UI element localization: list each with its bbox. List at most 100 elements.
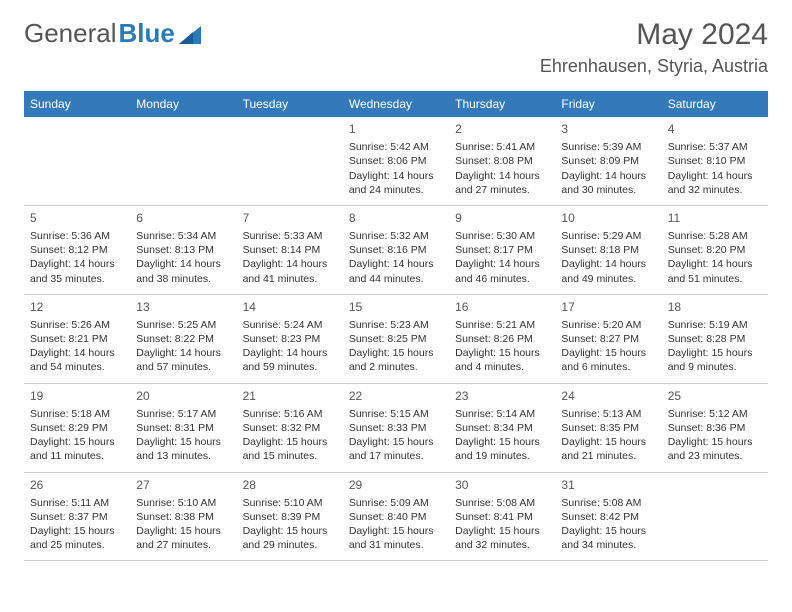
logo: GeneralBlue [24,18,201,49]
day-number: 3 [561,121,655,137]
day-info-line: Sunrise: 5:42 AM [349,140,443,154]
day-info-line: Sunrise: 5:21 AM [455,318,549,332]
day-info-line: Daylight: 14 hours [136,257,230,271]
day-info-line: Sunset: 8:21 PM [30,332,124,346]
day-info-line: Daylight: 15 hours [136,435,230,449]
day-info-line: Sunset: 8:32 PM [243,421,337,435]
day-number: 23 [455,388,549,404]
title-month: May 2024 [540,18,768,52]
calendar-day-cell: 22Sunrise: 5:15 AMSunset: 8:33 PMDayligh… [343,383,449,472]
day-info-line: Sunrise: 5:16 AM [243,407,337,421]
day-info-line: and 29 minutes. [243,538,337,552]
day-info-line: Sunrise: 5:30 AM [455,229,549,243]
day-number: 26 [30,477,124,493]
day-info-line: Daylight: 14 hours [668,169,762,183]
calendar-day-cell: 8Sunrise: 5:32 AMSunset: 8:16 PMDaylight… [343,205,449,294]
calendar-day-cell: 15Sunrise: 5:23 AMSunset: 8:25 PMDayligh… [343,294,449,383]
day-info-line: Sunrise: 5:20 AM [561,318,655,332]
calendar-day-cell: 14Sunrise: 5:24 AMSunset: 8:23 PMDayligh… [237,294,343,383]
day-info-line: and 27 minutes. [455,183,549,197]
day-info-line: Sunrise: 5:14 AM [455,407,549,421]
day-header-row: SundayMondayTuesdayWednesdayThursdayFrid… [24,91,768,117]
day-info-line: Daylight: 15 hours [243,524,337,538]
day-info-line: Sunrise: 5:09 AM [349,496,443,510]
day-number: 19 [30,388,124,404]
day-number: 27 [136,477,230,493]
day-number: 14 [243,299,337,315]
calendar-day-cell [237,117,343,205]
calendar-day-cell: 30Sunrise: 5:08 AMSunset: 8:41 PMDayligh… [449,472,555,561]
day-info-line: and 9 minutes. [668,360,762,374]
calendar-day-cell [662,472,768,561]
day-info-line: Daylight: 14 hours [349,169,443,183]
calendar-day-cell: 1Sunrise: 5:42 AMSunset: 8:06 PMDaylight… [343,117,449,205]
day-info-line: and 32 minutes. [668,183,762,197]
calendar-day-cell: 31Sunrise: 5:08 AMSunset: 8:42 PMDayligh… [555,472,661,561]
day-info-line: Sunset: 8:37 PM [30,510,124,524]
day-info-line: Daylight: 14 hours [30,257,124,271]
day-info-line: Daylight: 15 hours [561,346,655,360]
day-info-line: Daylight: 14 hours [561,169,655,183]
day-number: 11 [668,210,762,226]
day-header: Saturday [662,91,768,117]
day-info-line: Sunrise: 5:28 AM [668,229,762,243]
day-number: 7 [243,210,337,226]
calendar-day-cell: 3Sunrise: 5:39 AMSunset: 8:09 PMDaylight… [555,117,661,205]
title-location: Ehrenhausen, Styria, Austria [540,56,768,77]
day-info-line: and 31 minutes. [349,538,443,552]
day-info-line: Daylight: 14 hours [349,257,443,271]
day-info-line: and 44 minutes. [349,272,443,286]
calendar-day-cell: 2Sunrise: 5:41 AMSunset: 8:08 PMDaylight… [449,117,555,205]
day-info-line: and 54 minutes. [30,360,124,374]
day-info-line: and 4 minutes. [455,360,549,374]
calendar-day-cell: 20Sunrise: 5:17 AMSunset: 8:31 PMDayligh… [130,383,236,472]
day-number: 24 [561,388,655,404]
day-info-line: Sunrise: 5:26 AM [30,318,124,332]
day-info-line: and 27 minutes. [136,538,230,552]
calendar-week-row: 1Sunrise: 5:42 AMSunset: 8:06 PMDaylight… [24,117,768,205]
day-header: Sunday [24,91,130,117]
day-info-line: Sunrise: 5:41 AM [455,140,549,154]
day-number: 4 [668,121,762,137]
day-number: 10 [561,210,655,226]
calendar-day-cell: 7Sunrise: 5:33 AMSunset: 8:14 PMDaylight… [237,205,343,294]
day-info-line: Daylight: 15 hours [30,435,124,449]
day-info-line: Daylight: 15 hours [455,524,549,538]
day-info-line: Daylight: 15 hours [136,524,230,538]
day-info-line: Sunrise: 5:19 AM [668,318,762,332]
day-info-line: and 2 minutes. [349,360,443,374]
day-info-line: Daylight: 15 hours [349,346,443,360]
day-info-line: Daylight: 14 hours [455,257,549,271]
day-info-line: and 49 minutes. [561,272,655,286]
day-info-line: Sunset: 8:40 PM [349,510,443,524]
day-info-line: and 30 minutes. [561,183,655,197]
calendar-day-cell: 13Sunrise: 5:25 AMSunset: 8:22 PMDayligh… [130,294,236,383]
day-info-line: and 6 minutes. [561,360,655,374]
day-info-line: Daylight: 15 hours [243,435,337,449]
calendar-day-cell: 28Sunrise: 5:10 AMSunset: 8:39 PMDayligh… [237,472,343,561]
day-info-line: and 57 minutes. [136,360,230,374]
calendar-day-cell: 5Sunrise: 5:36 AMSunset: 8:12 PMDaylight… [24,205,130,294]
day-info-line: Sunset: 8:38 PM [136,510,230,524]
day-info-line: Sunset: 8:28 PM [668,332,762,346]
calendar-day-cell: 10Sunrise: 5:29 AMSunset: 8:18 PMDayligh… [555,205,661,294]
day-info-line: and 11 minutes. [30,449,124,463]
day-info-line: and 23 minutes. [668,449,762,463]
day-info-line: Daylight: 14 hours [455,169,549,183]
calendar-body: 1Sunrise: 5:42 AMSunset: 8:06 PMDaylight… [24,117,768,561]
day-header: Friday [555,91,661,117]
day-number: 16 [455,299,549,315]
day-info-line: and 15 minutes. [243,449,337,463]
logo-text-1: General [24,18,117,49]
calendar-day-cell: 19Sunrise: 5:18 AMSunset: 8:29 PMDayligh… [24,383,130,472]
day-info-line: Daylight: 15 hours [455,346,549,360]
day-info-line: Daylight: 15 hours [668,346,762,360]
day-info-line: Sunset: 8:13 PM [136,243,230,257]
day-info-line: Sunset: 8:23 PM [243,332,337,346]
day-info-line: Sunrise: 5:32 AM [349,229,443,243]
day-info-line: Daylight: 14 hours [668,257,762,271]
day-number: 20 [136,388,230,404]
calendar-table: SundayMondayTuesdayWednesdayThursdayFrid… [24,91,768,561]
day-info-line: Sunset: 8:42 PM [561,510,655,524]
day-info-line: Daylight: 14 hours [561,257,655,271]
